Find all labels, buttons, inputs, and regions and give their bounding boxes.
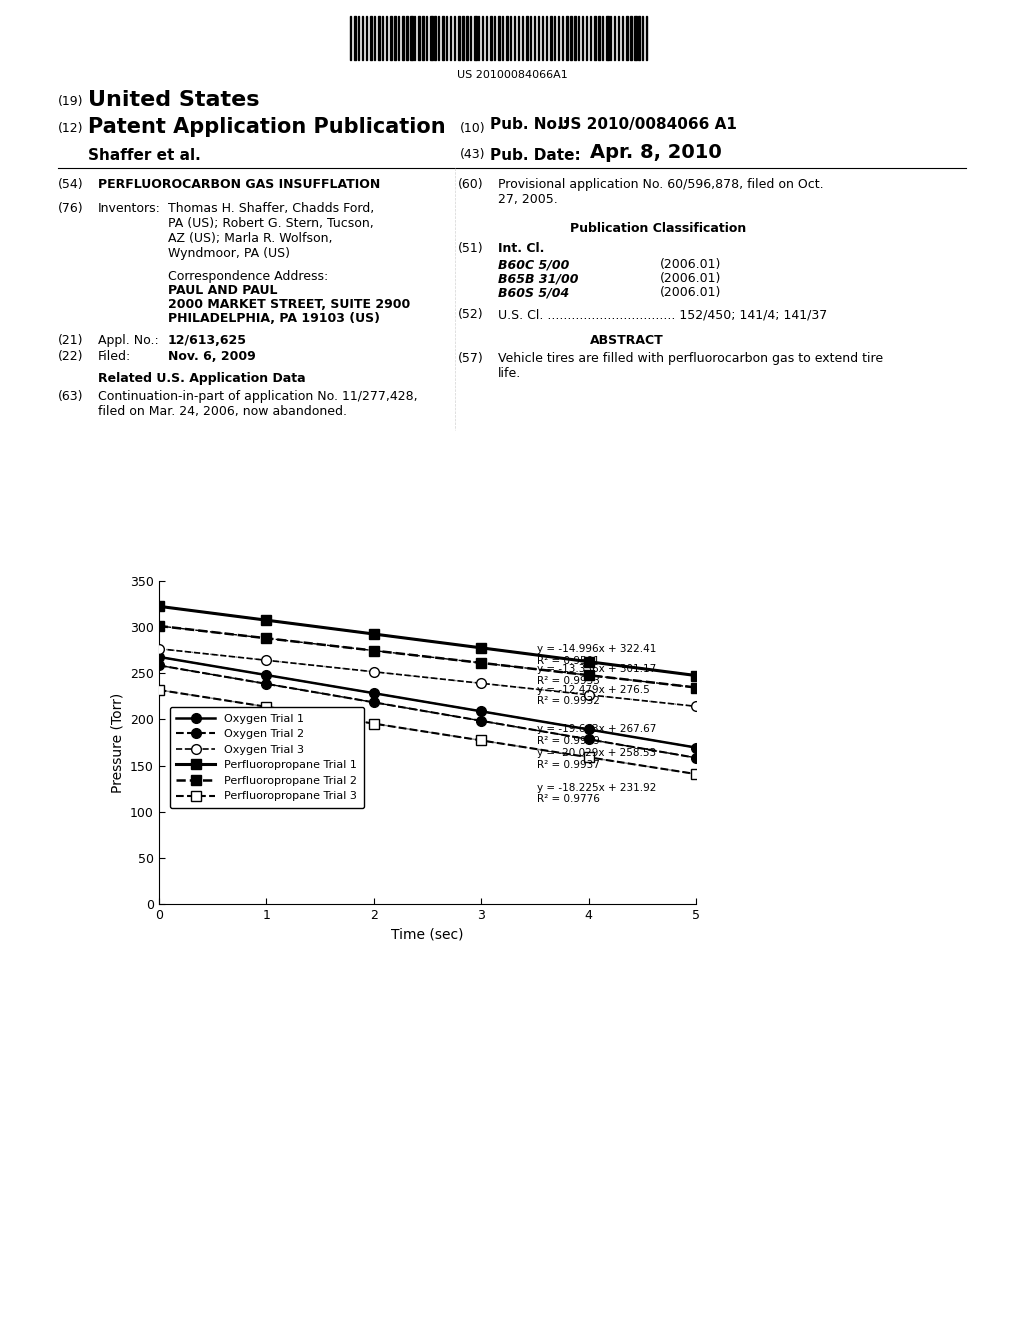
Text: (10): (10) <box>460 121 485 135</box>
Oxygen Trial 3 <box>690 698 702 714</box>
Perfluoropropane Trial 2 <box>690 680 702 696</box>
Text: (57): (57) <box>458 352 483 366</box>
Perfluoropropane Trial 2 <box>583 668 595 684</box>
Perfluoropropane Trial 1 <box>153 598 165 614</box>
Text: (60): (60) <box>458 178 483 191</box>
Text: (2006.01): (2006.01) <box>660 286 721 300</box>
Text: Vehicle tires are filled with perfluorocarbon gas to extend tire
life.: Vehicle tires are filled with perfluoroc… <box>498 352 883 380</box>
Perfluoropropane Trial 3 <box>368 715 380 731</box>
Oxygen Trial 1 <box>368 685 380 701</box>
Line: Perfluoropropane Trial 1: Perfluoropropane Trial 1 <box>154 602 701 680</box>
Oxygen Trial 2 <box>475 713 487 729</box>
Oxygen Trial 2 <box>260 676 272 692</box>
Legend: Oxygen Trial 1, Oxygen Trial 2, Oxygen Trial 3, Perfluoropropane Trial 1, Perflu: Oxygen Trial 1, Oxygen Trial 2, Oxygen T… <box>170 708 364 808</box>
Perfluoropropane Trial 3 <box>153 682 165 698</box>
Text: (21): (21) <box>58 334 84 347</box>
Perfluoropropane Trial 2 <box>475 655 487 671</box>
Text: ABSTRACT: ABSTRACT <box>590 334 664 347</box>
Oxygen Trial 3 <box>475 676 487 692</box>
Text: y = -20.029x + 258.53
R² = 0.9937: y = -20.029x + 258.53 R² = 0.9937 <box>538 748 656 770</box>
Oxygen Trial 1 <box>583 722 595 738</box>
Oxygen Trial 3 <box>260 652 272 668</box>
Text: Provisional application No. 60/596,878, filed on Oct.
27, 2005.: Provisional application No. 60/596,878, … <box>498 178 823 206</box>
Perfluoropropane Trial 1 <box>475 640 487 656</box>
Text: (63): (63) <box>58 389 84 403</box>
Line: Perfluoropropane Trial 2: Perfluoropropane Trial 2 <box>154 620 701 693</box>
Text: (19): (19) <box>58 95 84 108</box>
Text: y = -19.643x + 267.67
R² = 0.9979: y = -19.643x + 267.67 R² = 0.9979 <box>538 725 656 746</box>
Perfluoropropane Trial 3 <box>260 698 272 714</box>
Text: y = -18.225x + 231.92
R² = 0.9776: y = -18.225x + 231.92 R² = 0.9776 <box>538 783 656 804</box>
Oxygen Trial 2 <box>153 657 165 673</box>
Text: B60S 5/04: B60S 5/04 <box>498 286 569 300</box>
Perfluoropropane Trial 2 <box>368 643 380 659</box>
Text: Apr. 8, 2010: Apr. 8, 2010 <box>590 143 722 162</box>
Perfluoropropane Trial 1 <box>368 626 380 642</box>
Text: (2006.01): (2006.01) <box>660 272 721 285</box>
Text: Related U.S. Application Data: Related U.S. Application Data <box>98 372 305 385</box>
Text: (52): (52) <box>458 308 483 321</box>
Text: Pub. No.:: Pub. No.: <box>490 117 574 132</box>
Text: y = -13.336x + 301.17
R² = 0.9953: y = -13.336x + 301.17 R² = 0.9953 <box>538 664 656 686</box>
Perfluoropropane Trial 3 <box>475 733 487 748</box>
Text: Patent Application Publication: Patent Application Publication <box>88 117 445 137</box>
Text: Filed:: Filed: <box>98 350 131 363</box>
Perfluoropropane Trial 2 <box>260 631 272 647</box>
Text: (2006.01): (2006.01) <box>660 257 721 271</box>
Text: (76): (76) <box>58 202 84 215</box>
Text: PERFLUOROCARBON GAS INSUFFLATION: PERFLUOROCARBON GAS INSUFFLATION <box>98 178 380 191</box>
Text: Appl. No.:: Appl. No.: <box>98 334 159 347</box>
Text: Correspondence Address:: Correspondence Address: <box>168 271 329 282</box>
Line: Oxygen Trial 1: Oxygen Trial 1 <box>154 652 701 752</box>
Text: (43): (43) <box>460 148 485 161</box>
Text: Shaffer et al.: Shaffer et al. <box>88 148 201 162</box>
Perfluoropropane Trial 1 <box>583 653 595 669</box>
Oxygen Trial 1 <box>260 667 272 682</box>
Text: y = -12.479x + 276.5
R² = 0.9932: y = -12.479x + 276.5 R² = 0.9932 <box>538 685 650 706</box>
Text: U.S. Cl. ................................ 152/450; 141/4; 141/37: U.S. Cl. ...............................… <box>498 308 827 321</box>
Text: (51): (51) <box>458 242 483 255</box>
Text: PHILADELPHIA, PA 19103 (US): PHILADELPHIA, PA 19103 (US) <box>168 312 380 325</box>
Text: B60C 5/00: B60C 5/00 <box>498 257 569 271</box>
Perfluoropropane Trial 3 <box>690 766 702 781</box>
Oxygen Trial 2 <box>690 750 702 766</box>
Oxygen Trial 1 <box>690 739 702 755</box>
Oxygen Trial 1 <box>475 704 487 719</box>
Perfluoropropane Trial 3 <box>583 750 595 766</box>
Text: US 2010/0084066 A1: US 2010/0084066 A1 <box>558 117 737 132</box>
X-axis label: Time (sec): Time (sec) <box>391 928 464 941</box>
Text: (12): (12) <box>58 121 84 135</box>
Oxygen Trial 2 <box>368 694 380 710</box>
Text: Continuation-in-part of application No. 11/277,428,
filed on Mar. 24, 2006, now : Continuation-in-part of application No. … <box>98 389 418 418</box>
Oxygen Trial 1 <box>153 649 165 665</box>
Text: PAUL AND PAUL: PAUL AND PAUL <box>168 284 278 297</box>
Text: US 20100084066A1: US 20100084066A1 <box>457 70 567 81</box>
Perfluoropropane Trial 1 <box>690 668 702 684</box>
Oxygen Trial 3 <box>368 664 380 680</box>
Text: Pub. Date:: Pub. Date: <box>490 148 581 162</box>
Line: Oxygen Trial 2: Oxygen Trial 2 <box>154 660 701 763</box>
Perfluoropropane Trial 2 <box>153 618 165 634</box>
Oxygen Trial 3 <box>153 640 165 656</box>
Text: y = -14.996x + 322.41
R² = 0.9501: y = -14.996x + 322.41 R² = 0.9501 <box>538 644 656 665</box>
Text: (54): (54) <box>58 178 84 191</box>
Text: Thomas H. Shaffer, Chadds Ford,
PA (US); Robert G. Stern, Tucson,
AZ (US); Marla: Thomas H. Shaffer, Chadds Ford, PA (US);… <box>168 202 374 260</box>
Perfluoropropane Trial 1 <box>260 612 272 628</box>
Line: Perfluoropropane Trial 3: Perfluoropropane Trial 3 <box>154 685 701 779</box>
Text: 12/613,625: 12/613,625 <box>168 334 247 347</box>
Text: Int. Cl.: Int. Cl. <box>498 242 545 255</box>
Text: B65B 31/00: B65B 31/00 <box>498 272 579 285</box>
Line: Oxygen Trial 3: Oxygen Trial 3 <box>154 644 701 711</box>
Y-axis label: Pressure (Torr): Pressure (Torr) <box>111 693 125 792</box>
Text: (22): (22) <box>58 350 84 363</box>
Text: Publication Classification: Publication Classification <box>570 222 746 235</box>
Oxygen Trial 2 <box>583 731 595 747</box>
Oxygen Trial 3 <box>583 686 595 702</box>
Text: Inventors:: Inventors: <box>98 202 161 215</box>
Text: Nov. 6, 2009: Nov. 6, 2009 <box>168 350 256 363</box>
Text: 2000 MARKET STREET, SUITE 2900: 2000 MARKET STREET, SUITE 2900 <box>168 298 411 312</box>
Text: United States: United States <box>88 90 259 110</box>
